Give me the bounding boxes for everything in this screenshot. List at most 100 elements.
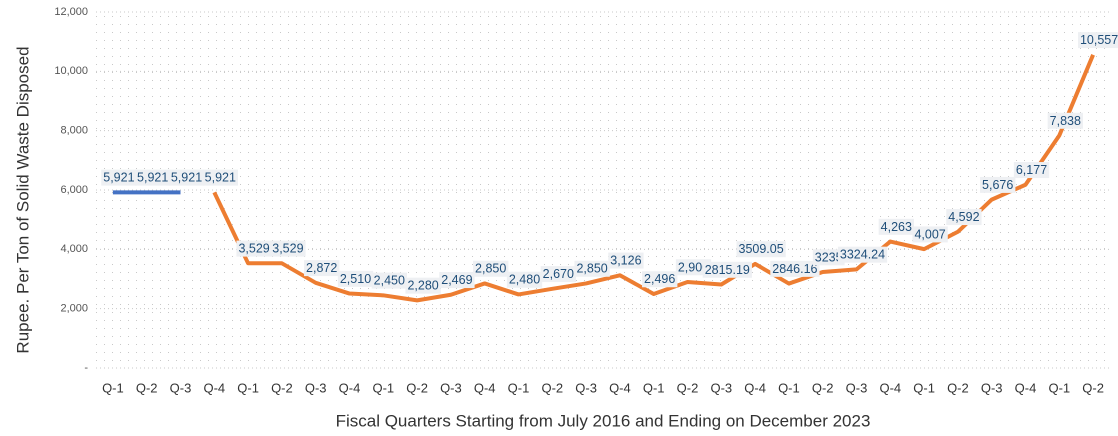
data-label-bg bbox=[878, 218, 914, 235]
data-label-bg bbox=[675, 259, 712, 276]
data-label: 2815.19 bbox=[705, 263, 750, 277]
data-label-bg bbox=[608, 252, 644, 269]
data-label: 2,469 bbox=[441, 273, 472, 287]
data-label: 2,850 bbox=[475, 262, 506, 276]
data-label: 2,450 bbox=[374, 274, 405, 288]
data-label: 3509.05 bbox=[739, 242, 784, 256]
x-tick-label: Q-3 bbox=[305, 380, 327, 395]
data-label-bg bbox=[736, 241, 786, 258]
x-tick-label: Q-2 bbox=[271, 380, 293, 395]
y-tick-label: 6,000 bbox=[60, 184, 88, 196]
data-label: 5,921 bbox=[103, 171, 134, 185]
data-label-bg bbox=[540, 266, 576, 283]
data-label: 5,921 bbox=[171, 171, 202, 185]
x-tick-label: Q-2 bbox=[406, 380, 428, 395]
data-label: 2,280 bbox=[407, 279, 438, 293]
data-label: 2,496 bbox=[644, 272, 675, 286]
x-tick-label: Q-3 bbox=[575, 380, 597, 395]
data-label: 5,921 bbox=[137, 171, 168, 185]
x-tick-label: Q-1 bbox=[508, 380, 530, 395]
x-tick-label: Q-4 bbox=[879, 380, 901, 395]
data-label: 4,007 bbox=[914, 227, 945, 241]
x-tick-label: Q-1 bbox=[237, 380, 259, 395]
data-label-bg bbox=[168, 169, 205, 186]
data-label-bg bbox=[473, 260, 509, 277]
data-label: 2,670 bbox=[543, 267, 574, 281]
data-label-bg bbox=[270, 240, 306, 257]
x-tick-label: Q-2 bbox=[677, 380, 699, 395]
data-label: 2,850 bbox=[576, 262, 607, 276]
data-label: 3,529 bbox=[272, 242, 303, 256]
data-label-bg bbox=[304, 260, 340, 277]
data-label-bg bbox=[812, 249, 845, 266]
data-label-bg bbox=[980, 176, 1016, 193]
x-tick-label: Q-1 bbox=[778, 380, 800, 395]
x-tick-label: Q-4 bbox=[609, 380, 631, 395]
data-label-bg bbox=[702, 261, 752, 278]
x-tick-label: Q-2 bbox=[947, 380, 969, 395]
y-tick-label: - bbox=[84, 362, 88, 374]
x-tick-label: Q-2 bbox=[541, 380, 563, 395]
x-tick-label: Q-3 bbox=[846, 380, 868, 395]
data-label: 3,529 bbox=[238, 242, 269, 256]
data-label: 2846.16 bbox=[772, 262, 817, 276]
x-tick-label: Q-3 bbox=[440, 380, 462, 395]
data-label: 4,263 bbox=[881, 220, 912, 234]
data-label-bg bbox=[642, 271, 678, 288]
x-tick-label: Q-1 bbox=[1048, 380, 1070, 395]
x-tick-label: Q-3 bbox=[981, 380, 1003, 395]
data-label-bg bbox=[912, 226, 948, 243]
data-label-bg bbox=[439, 272, 475, 289]
data-label-bg bbox=[770, 260, 820, 277]
data-label-bg bbox=[135, 169, 171, 186]
data-label-bg bbox=[946, 209, 982, 226]
y-tick-label: 4,000 bbox=[60, 243, 88, 255]
data-label: 2,510 bbox=[340, 272, 371, 286]
data-label-bg bbox=[101, 169, 137, 186]
x-tick-label: Q-2 bbox=[136, 380, 158, 395]
data-label: 3235 bbox=[815, 250, 843, 264]
x-tick-label: Q-2 bbox=[812, 380, 834, 395]
x-tick-label: Q-4 bbox=[474, 380, 496, 395]
data-label-bg bbox=[405, 277, 441, 294]
data-label-bg bbox=[574, 260, 610, 277]
data-label: 3324.24 bbox=[840, 248, 885, 262]
data-label: 6,177 bbox=[1016, 163, 1047, 177]
data-label: 4,592 bbox=[948, 210, 979, 224]
y-tick-label: 8,000 bbox=[60, 125, 88, 137]
x-tick-label: Q-4 bbox=[339, 380, 361, 395]
data-label-bg bbox=[506, 271, 543, 288]
x-tick-label: Q-4 bbox=[744, 380, 766, 395]
data-label: 2,872 bbox=[306, 261, 337, 275]
data-label-bg bbox=[837, 246, 888, 263]
x-tick-label: Q-2 bbox=[1082, 380, 1104, 395]
y-tick-label: 10,000 bbox=[54, 65, 88, 77]
x-tick-label: Q-4 bbox=[1015, 380, 1037, 395]
x-tick-label: Q-1 bbox=[643, 380, 665, 395]
data-label-bg bbox=[1047, 112, 1083, 129]
y-tick-label: 12,000 bbox=[54, 6, 88, 18]
data-label: 5,921 bbox=[205, 171, 236, 185]
data-label-bg bbox=[1013, 162, 1050, 179]
data-label-bg bbox=[337, 270, 374, 287]
x-tick-label: Q-1 bbox=[913, 380, 935, 395]
x-tick-label: Q-4 bbox=[203, 380, 225, 395]
data-label: 7,838 bbox=[1050, 114, 1081, 128]
data-label-bg bbox=[202, 169, 238, 186]
y-axis-title: Rupee. Per Ton of Solid Waste Disposed bbox=[13, 46, 32, 353]
data-label: 2,480 bbox=[509, 273, 540, 287]
data-label: 10,557 bbox=[1080, 33, 1118, 47]
data-label-bg bbox=[1077, 32, 1118, 49]
data-label-bg bbox=[236, 240, 272, 257]
y-tick-label: 2,000 bbox=[60, 303, 88, 315]
data-label: 2,900 bbox=[678, 260, 709, 274]
data-label: 3,126 bbox=[610, 254, 641, 268]
x-tick-label: Q-1 bbox=[372, 380, 394, 395]
data-label-bg bbox=[371, 272, 407, 289]
x-axis-title: Fiscal Quarters Starting from July 2016 … bbox=[336, 411, 871, 430]
x-tick-label: Q-3 bbox=[710, 380, 732, 395]
x-tick-label: Q-1 bbox=[102, 380, 124, 395]
x-tick-label: Q-3 bbox=[170, 380, 192, 395]
data-label: 5,676 bbox=[982, 178, 1013, 192]
